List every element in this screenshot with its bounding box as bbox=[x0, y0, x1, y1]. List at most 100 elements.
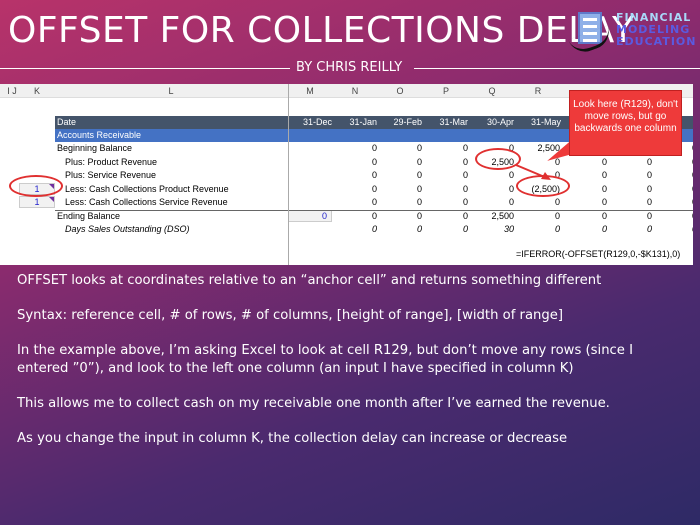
logo-text: MODELING bbox=[616, 23, 691, 36]
cell-value: 0 bbox=[646, 224, 652, 234]
formula-text: =IFERROR(-OFFSET(R129,0,-$K131),0) bbox=[516, 249, 681, 259]
callout-box: Look here (R129), don't move rows, but g… bbox=[569, 90, 682, 156]
cell-value: 0 bbox=[416, 156, 422, 167]
cell-value: 0 bbox=[554, 156, 560, 167]
cell-value: 0 bbox=[646, 170, 652, 180]
section-header: Accounts Receivable bbox=[55, 129, 288, 142]
table-row: Beginning Balance 0 0 0 0 2,500 0 bbox=[0, 142, 693, 155]
cell-value: 0 bbox=[416, 170, 422, 180]
logo-text: EDUCATION bbox=[616, 35, 697, 48]
cell-value: 0 bbox=[508, 197, 514, 207]
column-headers: I J K L M N O P Q R bbox=[0, 84, 693, 98]
cell-value: 0 bbox=[371, 170, 377, 180]
cell-value: 0 bbox=[462, 170, 468, 180]
cell-value: 0 bbox=[416, 197, 422, 207]
cell-value: 0 bbox=[462, 156, 468, 167]
highlight-oval bbox=[475, 148, 521, 170]
cell-value: 0 bbox=[554, 210, 560, 221]
cell-value: 0 bbox=[508, 143, 514, 153]
cell-value: 0 bbox=[653, 142, 693, 155]
cell-value: 0 bbox=[653, 196, 693, 209]
cell-value: 0 bbox=[653, 169, 693, 182]
cell-value: 0 bbox=[601, 210, 607, 221]
date-cell: 31-Mar bbox=[439, 117, 468, 127]
cell-value: 2,500 bbox=[537, 143, 560, 153]
column-header: L bbox=[168, 86, 174, 96]
cell-value: 0 bbox=[554, 224, 560, 234]
column-header: R bbox=[534, 86, 542, 96]
cell-value: 0 bbox=[371, 197, 377, 207]
paragraph: In the example above, I’m asking Excel t… bbox=[17, 343, 634, 376]
cell-value: 0 bbox=[462, 210, 468, 221]
cell-value: 30 bbox=[503, 224, 514, 234]
cell-value: 0 bbox=[371, 224, 377, 234]
row-label: Less: Cash Collections Service Revenue bbox=[65, 197, 228, 207]
cell-value: 0 bbox=[371, 143, 377, 153]
date-row: Date 31-Dec 31-Jan 29-Feb 31-Mar 30-Apr … bbox=[55, 116, 693, 129]
cell-value: 0 bbox=[508, 170, 514, 180]
cell-value: 0 bbox=[646, 197, 652, 207]
spreadsheet-icon bbox=[578, 12, 602, 44]
divider bbox=[414, 68, 700, 69]
paragraph: This allows me to collect cash on my rec… bbox=[17, 396, 610, 411]
cell-value: 0 bbox=[653, 183, 693, 196]
cell-value: 0 bbox=[601, 156, 607, 167]
paragraph: OFFSET looks at coordinates relative to … bbox=[17, 273, 602, 288]
byline: BY CHRIS REILLY bbox=[0, 60, 700, 76]
freeze-line bbox=[288, 84, 289, 265]
cell-value: 0 bbox=[601, 170, 607, 180]
column-header: I J bbox=[7, 86, 17, 96]
spreadsheet-screenshot: I J K L M N O P Q R Date 31-Dec 31-Jan 2… bbox=[0, 84, 693, 265]
cell-value: 0 bbox=[371, 210, 377, 221]
cell-value: 0 bbox=[371, 156, 377, 167]
paragraph: Syntax: reference cell, # of rows, # of … bbox=[17, 308, 564, 323]
cell-value: 0 bbox=[646, 156, 652, 167]
cell-value: 0 bbox=[554, 197, 560, 207]
cell-value: 0 bbox=[416, 224, 422, 234]
date-cell: 29-Feb bbox=[393, 117, 422, 127]
cell-value: 0 bbox=[462, 197, 468, 207]
row-label: Less: Cash Collections Product Revenue bbox=[65, 183, 229, 194]
cell-value: 0 bbox=[554, 170, 560, 180]
cell-value: 2,500 bbox=[491, 210, 514, 221]
row-label: Days Sales Outstanding (DSO) bbox=[65, 224, 190, 234]
cell-value: 0 bbox=[601, 197, 607, 207]
cell-value: 0 bbox=[371, 183, 377, 194]
divider bbox=[0, 68, 290, 69]
column-header: P bbox=[442, 86, 449, 96]
slide-body: OFFSET looks at coordinates relative to … bbox=[17, 272, 687, 465]
date-cell: 31-Jan bbox=[349, 117, 377, 127]
date-cell: 30-Apr bbox=[486, 117, 514, 127]
logo-text: FINANCIAL bbox=[616, 11, 692, 24]
slide-title: OFFSET FOR COLLECTIONS DELAY bbox=[8, 10, 635, 51]
cell-value: 0 bbox=[601, 224, 607, 234]
column-header: O bbox=[396, 86, 404, 96]
cell-value: 0 bbox=[462, 224, 468, 234]
table-row: Plus: Service Revenue00000000 bbox=[0, 169, 693, 182]
cell-value: 0 bbox=[416, 183, 422, 194]
column-header: Q bbox=[488, 86, 496, 96]
row-label: Ending Balance bbox=[57, 210, 121, 221]
row-label: Beginning Balance bbox=[57, 143, 133, 153]
cell-value: 0 bbox=[646, 183, 652, 194]
highlight-oval bbox=[9, 175, 63, 197]
row-label: Plus: Product Revenue bbox=[65, 156, 158, 167]
date-cell: 31-Dec bbox=[302, 117, 332, 127]
cell-value: 0 bbox=[416, 143, 422, 153]
cell-value: 0 bbox=[653, 210, 693, 223]
date-label: Date bbox=[57, 117, 77, 127]
cell-value: 0 bbox=[601, 183, 607, 194]
cell-value: 0 bbox=[416, 210, 422, 221]
cell-value: 0 bbox=[462, 183, 468, 194]
cell-value: 0 bbox=[653, 156, 693, 169]
column-header: K bbox=[33, 86, 40, 96]
cell-value: 0 bbox=[462, 143, 468, 153]
author: BY CHRIS REILLY bbox=[296, 60, 403, 75]
cell-value: 0 bbox=[646, 210, 652, 221]
table-row: Days Sales Outstanding (DSO)000300000 bbox=[0, 223, 693, 236]
column-header: N bbox=[351, 86, 359, 96]
column-header: M bbox=[306, 86, 314, 96]
paragraph: As you change the input in column K, the… bbox=[17, 431, 568, 446]
